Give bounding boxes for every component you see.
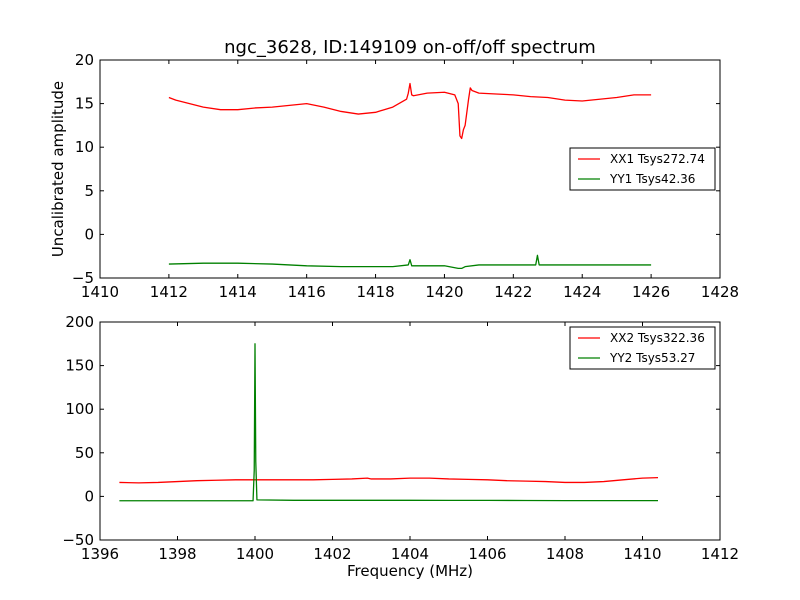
bottom-y-tick-label: 100: [65, 400, 94, 418]
bottom-series-line-1: [119, 477, 659, 484]
bottom-legend-label-2: YY2 Tsys53.27: [609, 351, 695, 365]
top-x-tick-label: 1420: [425, 283, 463, 301]
bottom-chart: Frequency (MHz) 1396 1398 1400 1402 1404 1406…: [62, 313, 739, 580]
bottom-y-tick-label: 0: [84, 487, 94, 505]
top-x-tick-label: 1418: [356, 283, 394, 301]
bottom-y-tick-label: 50: [75, 444, 94, 462]
top-x-tick-label: 1412: [150, 283, 188, 301]
bottom-y-tick-label: 150: [65, 357, 94, 375]
top-chart-plot-area: 1410 1412 1414 1416 1418 1420 1422 1424 1426 1428…: [72, 51, 739, 301]
bottom-x-tick-label: 1404: [391, 545, 429, 563]
bottom-x-tick-label: 1406: [468, 545, 506, 563]
bottom-y-tick-label: −50: [62, 531, 94, 549]
top-y-tick-label: 20: [75, 51, 94, 69]
top-x-tick-label: 1410: [81, 283, 119, 301]
top-x-tick-label: 1414: [219, 283, 257, 301]
top-chart-title: ngc_3628, ID:149109 on-off/off spectrum: [224, 37, 596, 58]
top-x-tick-label: 1428: [701, 283, 739, 301]
top-legend-label-2: YY1 Tsys42.36: [609, 172, 695, 186]
top-axes-frame: [99, 59, 721, 279]
bottom-x-tick-label: 1398: [158, 545, 196, 563]
bottom-x-tick-label: 1410: [623, 545, 661, 563]
bottom-y-tick-label: 200: [65, 313, 94, 331]
top-y-tick-label: −5: [72, 269, 94, 287]
bottom-chart-x-axis-label: Frequency (MHz): [347, 562, 473, 580]
top-legend-box: [569, 147, 716, 191]
top-chart: ngc_3628, ID:149109 on-off/off spectrum …: [49, 37, 739, 301]
bottom-legend-label-1: XX2 Tsys322.36: [610, 331, 705, 345]
top-y-tick-label: 15: [75, 95, 94, 113]
top-x-tick-label: 1424: [563, 283, 601, 301]
top-legend-label-1: XX1 Tsys272.74: [610, 152, 705, 166]
bottom-x-tick-label: 1396: [81, 545, 119, 563]
top-series-line-1: [168, 82, 652, 140]
bottom-x-tick-label: 1400: [236, 545, 274, 563]
top-chart-legend: XX1 Tsys272.74 YY1 Tsys42.36: [569, 147, 716, 191]
bottom-x-tick-label: 1412: [701, 545, 739, 563]
bottom-chart-legend: XX2 Tsys322.36 YY2 Tsys53.27: [569, 326, 716, 370]
bottom-x-tick-label: 1408: [546, 545, 584, 563]
top-x-tick-label: 1422: [494, 283, 532, 301]
top-x-tick-label: 1426: [632, 283, 670, 301]
top-x-tick-label: 1416: [288, 283, 326, 301]
bottom-series-line-2: [119, 343, 658, 502]
top-y-tick-label: 10: [75, 138, 94, 156]
top-y-tick-label: 5: [84, 182, 94, 200]
top-y-tick-label: 0: [84, 225, 94, 243]
bottom-chart-plot-area: 1396 1398 1400 1402 1404 1406 1408 1410 1412 −50 0…: [62, 313, 739, 563]
top-series-line-2: [168, 254, 652, 270]
top-chart-y-axis-label: Uncalibrated amplitude: [49, 81, 67, 257]
bottom-legend-box: [569, 326, 716, 370]
bottom-x-tick-label: 1402: [313, 545, 351, 563]
